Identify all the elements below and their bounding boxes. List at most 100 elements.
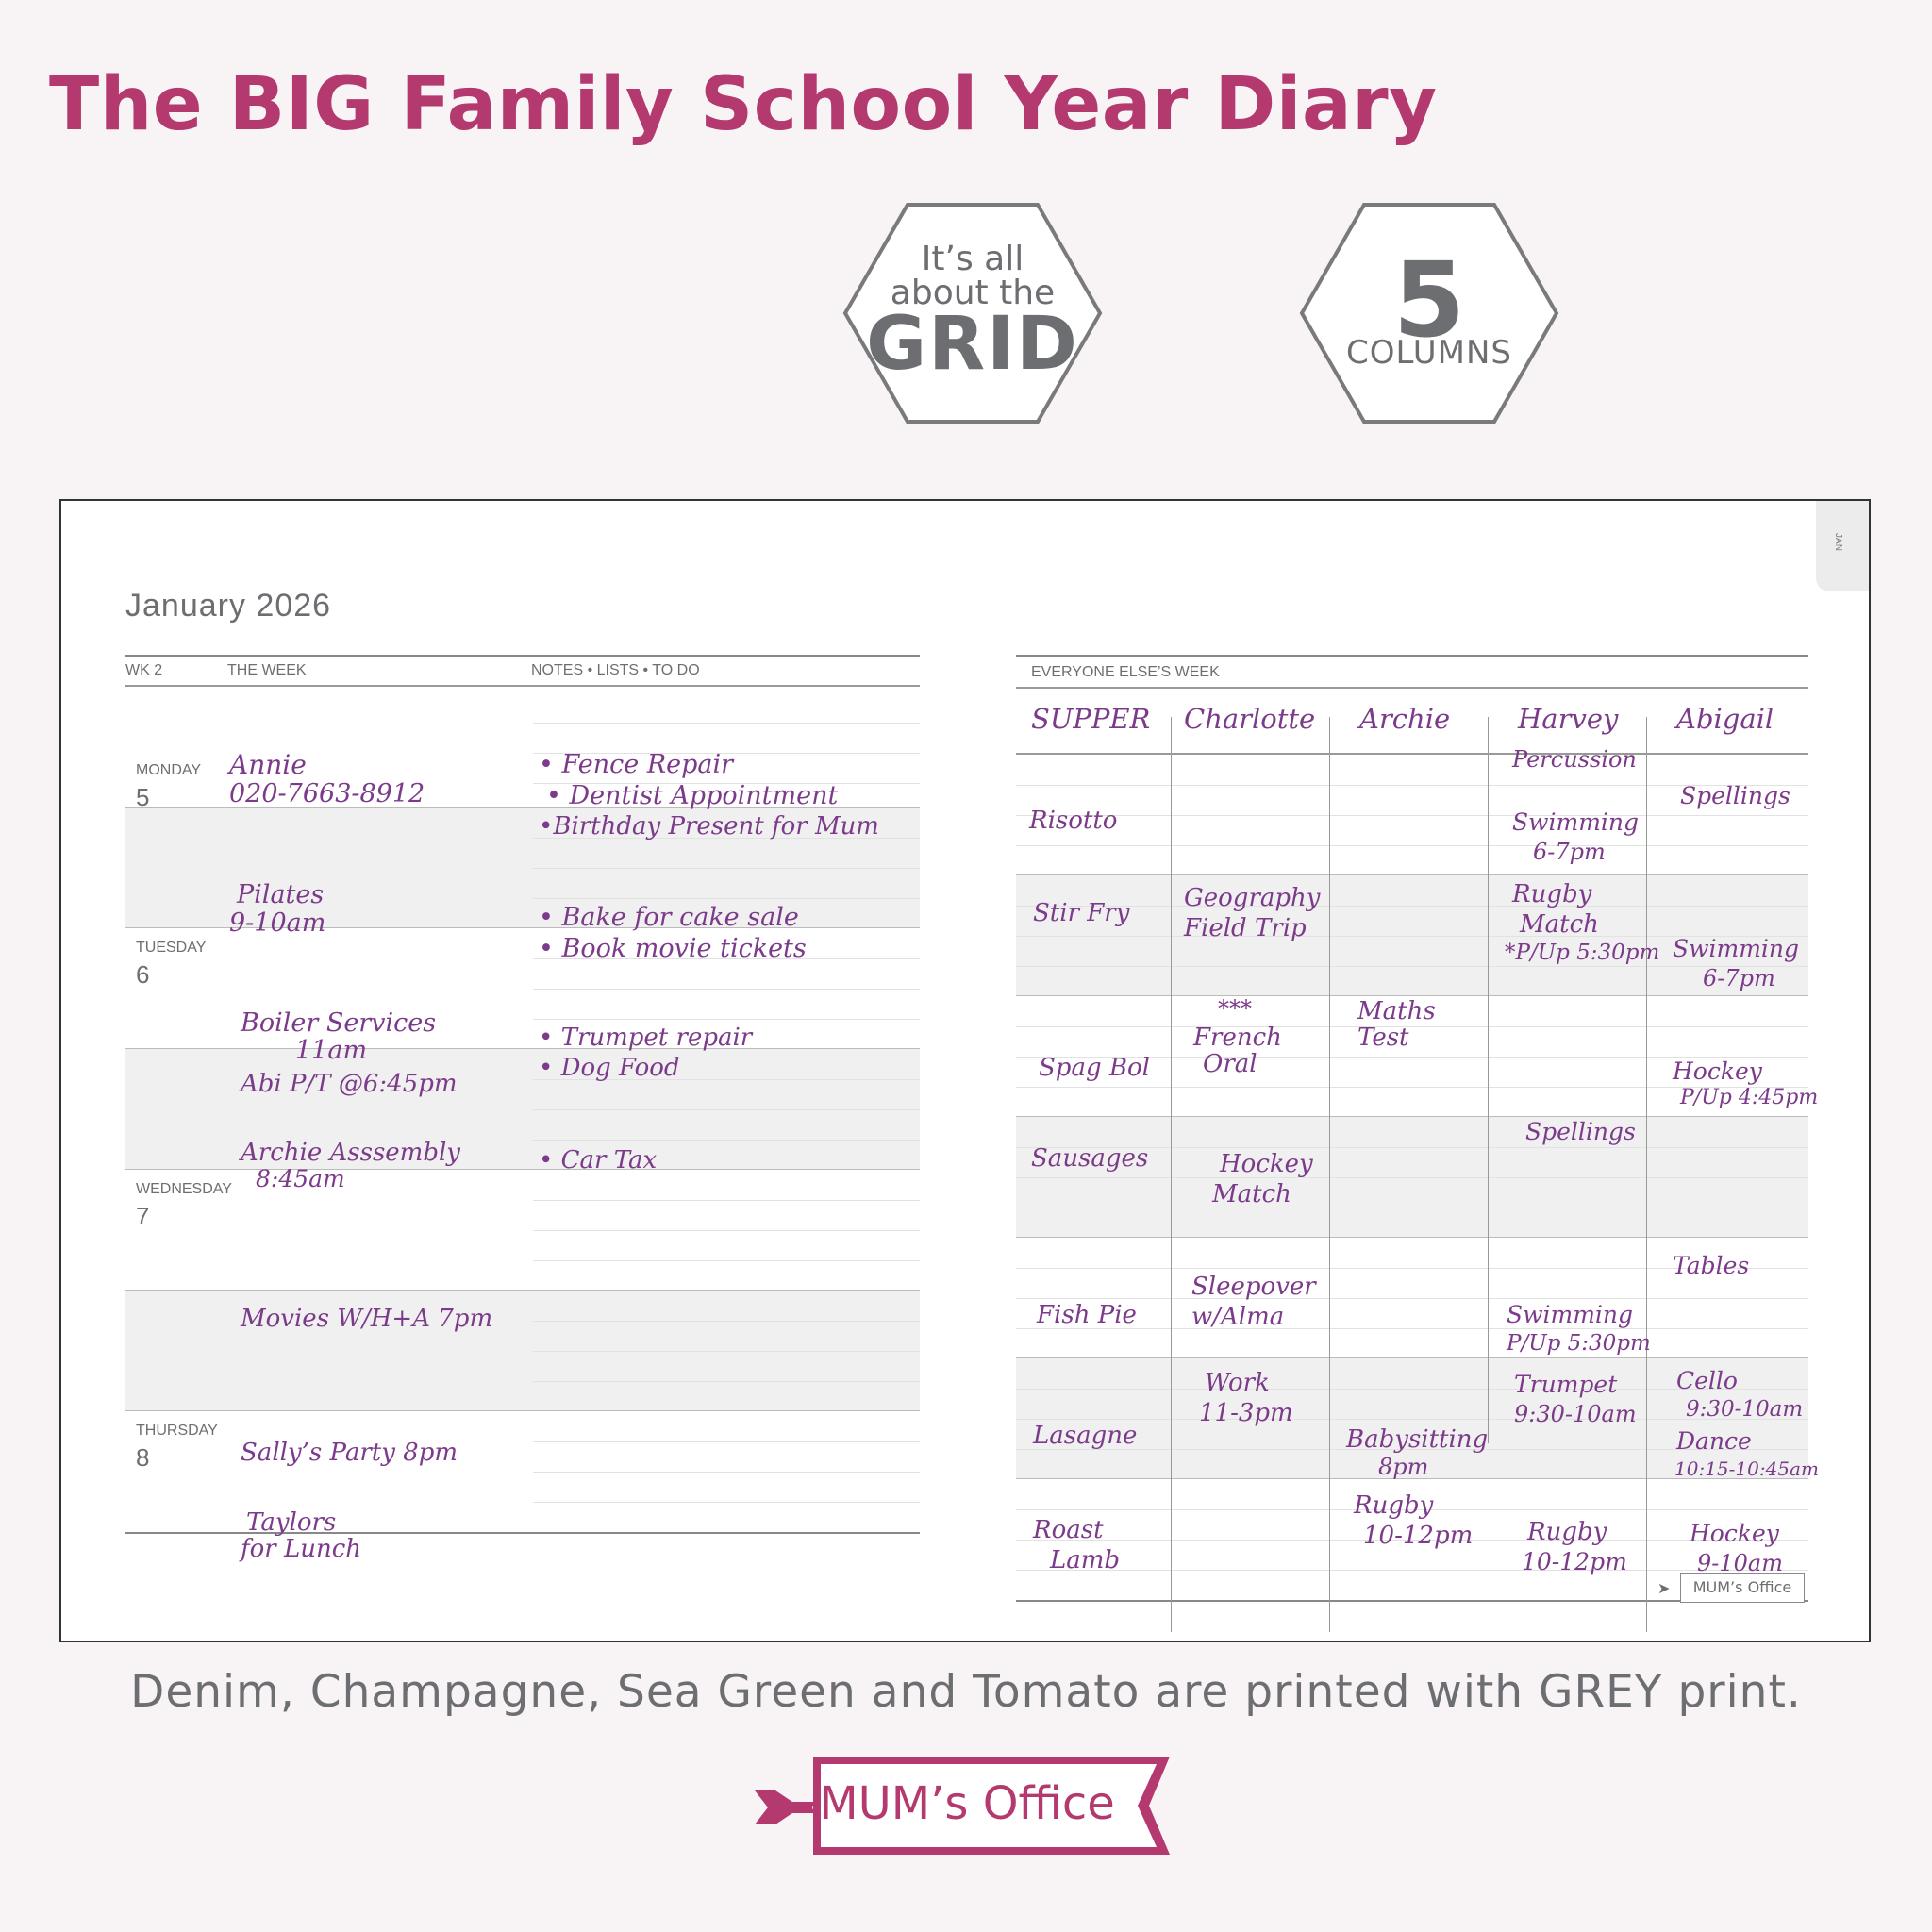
- harvey-entry: 9:30-10am: [1514, 1401, 1637, 1427]
- left-header: WK 2 THE WEEK NOTES • LISTS • TO DO: [125, 657, 920, 685]
- entry-tue-4: Archie Asssembly: [241, 1139, 460, 1167]
- day-number: 7: [136, 1202, 150, 1230]
- columns-badge-label: COLUMNS: [1346, 334, 1512, 372]
- header-rule: [125, 655, 920, 657]
- entry-wed-1: Movies W/H+A 7pm: [241, 1305, 493, 1333]
- archie-entry: Rugby: [1354, 1491, 1434, 1520]
- day-block-thursday[interactable]: THURSDAY 8: [125, 1411, 920, 1532]
- harvey-entry: 6-7pm: [1533, 839, 1606, 865]
- entry-tue-5: 8:45am: [256, 1165, 345, 1192]
- supper-entry: Sausages: [1031, 1144, 1149, 1173]
- charlotte-entry: ***: [1218, 995, 1252, 1022]
- grid-row[interactable]: [1016, 1238, 1808, 1358]
- day-block-wednesday-pm[interactable]: [125, 1291, 920, 1411]
- harvey-entry: P/Up 5:30pm: [1507, 1331, 1651, 1356]
- note-item: • Fence Repair: [539, 750, 734, 779]
- month-title: January 2026: [125, 588, 332, 624]
- brand-label: MUM’s Office: [819, 1777, 1115, 1830]
- column-heading-archie: Archie: [1359, 703, 1451, 735]
- charlotte-entry: 11-3pm: [1199, 1399, 1293, 1427]
- day-number: 6: [136, 960, 150, 989]
- diary-spread: JAN January 2026 WK 2 THE WEEK NOTES • L…: [59, 499, 1871, 1642]
- column-divider: [1646, 717, 1647, 1632]
- brand-tag[interactable]: MUM’s Office: [811, 1755, 1172, 1857]
- abigail-entry: Tables: [1673, 1252, 1750, 1279]
- charlotte-entry: French: [1193, 1024, 1282, 1052]
- abigail-entry: P/Up 4:45pm: [1680, 1086, 1819, 1109]
- supper-entry: Risotto: [1029, 807, 1118, 835]
- abigail-entry: 9-10am: [1697, 1550, 1783, 1576]
- abigail-entry: Cello: [1676, 1367, 1738, 1394]
- grid-badge-line3: GRID: [866, 302, 1079, 387]
- month-side-tab[interactable]: JAN: [1816, 501, 1869, 591]
- charlotte-entry: Match: [1212, 1180, 1291, 1208]
- mini-brand-tag: MUM’s Office: [1680, 1573, 1805, 1603]
- entry-mon-3: Pilates: [237, 880, 325, 909]
- columns-badge: 5 COLUMNS: [1298, 202, 1560, 425]
- harvey-entry: Rugby: [1527, 1518, 1607, 1546]
- notes-heading: NOTES • LISTS • TO DO: [531, 662, 700, 678]
- grid-row[interactable]: [1016, 755, 1808, 875]
- day-name: MONDAY: [136, 762, 202, 778]
- entry-tue-1: Boiler Services: [241, 1008, 437, 1038]
- arrow-icon: [755, 1790, 819, 1824]
- abigail-entry: 9:30-10am: [1686, 1397, 1804, 1422]
- grid-row[interactable]: [1016, 996, 1808, 1117]
- grid-badge-line1: It’s all: [921, 240, 1024, 278]
- day-block-tuesday[interactable]: TUESDAY 6: [125, 928, 920, 1049]
- day-number: 5: [136, 783, 150, 811]
- supper-entry: Spag Bol: [1039, 1054, 1150, 1082]
- abigail-entry: Dance: [1676, 1427, 1752, 1455]
- grid-row[interactable]: [1016, 1117, 1808, 1238]
- header-rule: [1016, 687, 1808, 689]
- column-heading-charlotte: Charlotte: [1184, 703, 1316, 735]
- hexagon-shape: [842, 203, 1103, 424]
- archie-entry: Maths: [1357, 997, 1436, 1025]
- harvey-entry: Swimming: [1507, 1301, 1634, 1328]
- page-headline: The BIG Family School Year Diary: [49, 62, 1438, 147]
- month-side-tab-label: JAN: [1832, 533, 1843, 551]
- harvey-entry: Match: [1520, 910, 1599, 939]
- right-page: EVERYONE ELSE’S WEEK SUPPER Charlotte Ar…: [1016, 655, 1808, 1632]
- column-divider: [1329, 717, 1330, 1632]
- entry-thu-1: Taylors: [246, 1508, 337, 1537]
- column-heading-abigail: Abigail: [1676, 703, 1774, 735]
- column-divider: [1488, 717, 1489, 1443]
- archie-entry: 10-12pm: [1363, 1522, 1474, 1550]
- note-item: • Dentist Appointment: [546, 781, 839, 810]
- charlotte-entry: w/Alma: [1191, 1303, 1285, 1331]
- grid-badge-line2: about the: [890, 274, 1056, 312]
- everyone-else-header: EVERYONE ELSE’S WEEK: [1016, 657, 1808, 687]
- note-item: • Book movie tickets: [539, 934, 807, 963]
- day-block-monday-pm[interactable]: [125, 808, 920, 928]
- note-item: • Car Tax: [539, 1146, 658, 1174]
- supper-entry: Lamb: [1050, 1546, 1121, 1574]
- hexagon-shape: [1299, 203, 1559, 424]
- entry-tue-3: Abi P/T @6:45pm: [241, 1070, 458, 1098]
- charlotte-entry: Sleepover: [1191, 1273, 1316, 1301]
- grid-row[interactable]: [1016, 1358, 1808, 1479]
- charlotte-entry: Geography: [1184, 884, 1321, 912]
- day-block-wednesday[interactable]: WEDNESDAY 7: [125, 1170, 920, 1291]
- charlotte-entry: Hockey: [1220, 1150, 1313, 1178]
- archie-entry: 8pm: [1378, 1454, 1429, 1480]
- column-heading-harvey: Harvey: [1518, 703, 1619, 735]
- entry-thu-2: for Lunch: [241, 1535, 362, 1563]
- entry-tue-2: 11am: [295, 1036, 368, 1065]
- supper-entry: Stir Fry: [1033, 899, 1130, 927]
- harvey-entry: Swimming: [1512, 808, 1640, 836]
- bottom-rule: [1016, 1600, 1808, 1602]
- day-name: TUESDAY: [136, 940, 207, 956]
- header-rule: [125, 685, 920, 687]
- note-item: • Bake for cake sale: [539, 903, 799, 932]
- harvey-entry: Spellings: [1525, 1118, 1636, 1145]
- archie-entry: Babysitting: [1346, 1425, 1489, 1454]
- harvey-entry: Trumpet: [1514, 1371, 1618, 1398]
- note-item: • Trumpet repair: [539, 1024, 753, 1052]
- day-block-monday[interactable]: MONDAY 5: [125, 687, 920, 811]
- grid-row[interactable]: [1016, 875, 1808, 996]
- day-number: 8: [136, 1443, 150, 1472]
- grid-row[interactable]: [1016, 1479, 1808, 1600]
- day-block-tuesday-pm[interactable]: [125, 1049, 920, 1170]
- abigail-entry: 6-7pm: [1703, 965, 1775, 991]
